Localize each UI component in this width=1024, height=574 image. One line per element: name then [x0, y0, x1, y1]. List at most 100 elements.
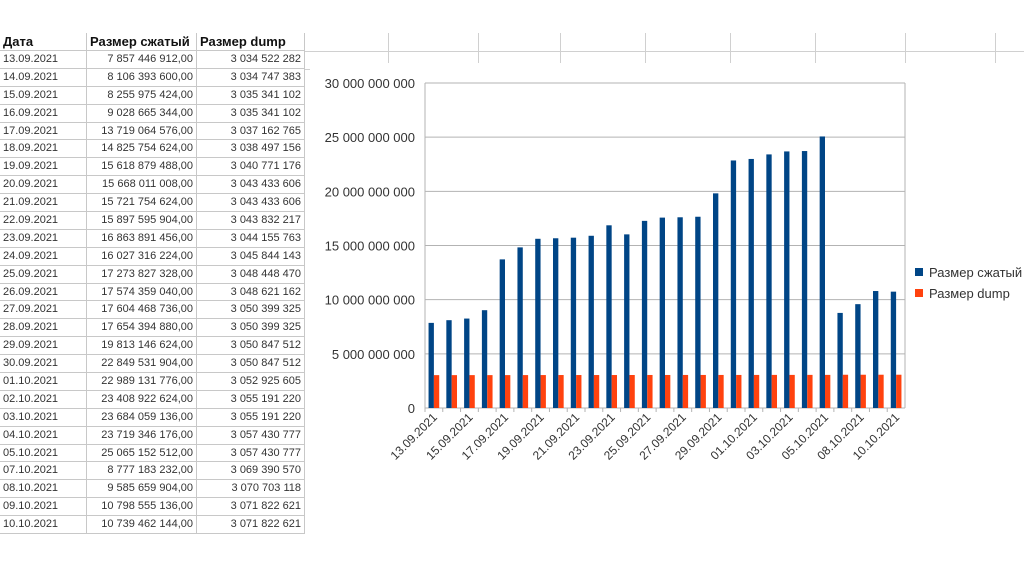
cell[interactable]: 17 604 468 736,00: [87, 301, 197, 319]
cell[interactable]: 3 052 925 605: [197, 373, 305, 390]
cell[interactable]: 3 035 341 102: [197, 104, 305, 122]
cell[interactable]: 23.09.2021: [0, 229, 87, 247]
cell[interactable]: 25 065 152 512,00: [87, 444, 197, 462]
cell[interactable]: 14 825 754 624,00: [87, 140, 197, 158]
cell[interactable]: 21.09.2021: [0, 194, 87, 212]
cell[interactable]: 3 050 847 512: [197, 355, 305, 373]
cell[interactable]: 15.09.2021: [0, 86, 87, 104]
cell[interactable]: 3 043 832 217: [197, 212, 305, 229]
bar-dump: [789, 374, 795, 408]
cell[interactable]: 05.10.2021: [0, 444, 87, 462]
cell[interactable]: 3 055 191 220: [197, 408, 305, 426]
bar-compressed: [499, 259, 505, 408]
cell[interactable]: 26.09.2021: [0, 283, 87, 301]
cell[interactable]: 3 055 191 220: [197, 390, 305, 408]
cell[interactable]: 01.10.2021: [0, 373, 87, 390]
cell[interactable]: 13.09.2021: [0, 51, 87, 68]
cell[interactable]: 3 071 822 621: [197, 516, 305, 534]
cell[interactable]: 3 034 747 383: [197, 68, 305, 86]
cell[interactable]: 22 849 531 904,00: [87, 355, 197, 373]
cell[interactable]: 30.09.2021: [0, 355, 87, 373]
y-tick-label: 30 000 000 000: [325, 76, 415, 91]
cell[interactable]: 28.09.2021: [0, 319, 87, 337]
cell[interactable]: 8 106 393 600,00: [87, 68, 197, 86]
bar-compressed: [624, 234, 630, 408]
bar-compressed: [606, 225, 612, 408]
cell[interactable]: 9 585 659 904,00: [87, 480, 197, 498]
cell[interactable]: 13 719 064 576,00: [87, 122, 197, 140]
cell[interactable]: 3 057 430 777: [197, 444, 305, 462]
cell[interactable]: 08.10.2021: [0, 480, 87, 498]
cell[interactable]: 3 057 430 777: [197, 426, 305, 444]
cell[interactable]: 15 897 595 904,00: [87, 212, 197, 229]
cell[interactable]: 3 071 822 621: [197, 498, 305, 516]
column-header[interactable]: Размер сжатый: [87, 33, 197, 50]
cell[interactable]: 04.10.2021: [0, 426, 87, 444]
cell[interactable]: 16 027 316 224,00: [87, 247, 197, 265]
cell[interactable]: 17.09.2021: [0, 122, 87, 140]
table-row: 09.10.2021 10 798 555 136,00 3 071 822 621: [0, 498, 305, 517]
legend-label: Размер dump: [929, 286, 1010, 301]
cell[interactable]: 8 777 183 232,00: [87, 462, 197, 480]
cell[interactable]: 18.09.2021: [0, 140, 87, 158]
cell[interactable]: 27.09.2021: [0, 301, 87, 319]
cell[interactable]: 23 408 922 624,00: [87, 390, 197, 408]
bar-chart[interactable]: 0 5 000 000 000 10 000 000 000 15 000 000 0…: [310, 66, 1024, 540]
cell[interactable]: 10 739 462 144,00: [87, 516, 197, 534]
cell[interactable]: 3 070 703 118: [197, 480, 305, 498]
grid-line: [560, 33, 561, 63]
cell[interactable]: 17 273 827 328,00: [87, 265, 197, 283]
cell[interactable]: 8 255 975 424,00: [87, 86, 197, 104]
cell[interactable]: 14.09.2021: [0, 68, 87, 86]
cell[interactable]: 22 989 131 776,00: [87, 373, 197, 390]
cell[interactable]: 3 035 341 102: [197, 86, 305, 104]
bar-dump: [665, 374, 671, 408]
cell[interactable]: 7 857 446 912,00: [87, 51, 197, 68]
cell[interactable]: 22.09.2021: [0, 212, 87, 229]
column-header[interactable]: Дата: [0, 33, 87, 50]
cell[interactable]: 19.09.2021: [0, 158, 87, 176]
cell[interactable]: 3 040 771 176: [197, 158, 305, 176]
cell[interactable]: 23 684 059 136,00: [87, 408, 197, 426]
cell[interactable]: 16.09.2021: [0, 104, 87, 122]
cell[interactable]: 3 044 155 763: [197, 229, 305, 247]
cell[interactable]: 3 050 399 325: [197, 301, 305, 319]
cell[interactable]: 07.10.2021: [0, 462, 87, 480]
cell[interactable]: 3 034 522 282: [197, 51, 305, 68]
cell[interactable]: 3 069 390 570: [197, 462, 305, 480]
cell[interactable]: 3 050 399 325: [197, 319, 305, 337]
cell[interactable]: 17 574 359 040,00: [87, 283, 197, 301]
cell[interactable]: 16 863 891 456,00: [87, 229, 197, 247]
grid-line: [645, 33, 646, 63]
cell[interactable]: 10 798 555 136,00: [87, 498, 197, 516]
cell[interactable]: 15 618 879 488,00: [87, 158, 197, 176]
cell[interactable]: 24.09.2021: [0, 247, 87, 265]
bar-compressed: [659, 217, 665, 408]
cell[interactable]: 3 043 433 606: [197, 176, 305, 194]
cell[interactable]: 3 048 448 470: [197, 265, 305, 283]
cell[interactable]: 20.09.2021: [0, 176, 87, 194]
cell[interactable]: 02.10.2021: [0, 390, 87, 408]
cell[interactable]: 19 813 146 624,00: [87, 337, 197, 355]
bar-dump: [451, 375, 457, 408]
cell[interactable]: 3 045 844 143: [197, 247, 305, 265]
bar-dump: [522, 375, 529, 408]
cell[interactable]: 3 038 497 156: [197, 140, 305, 158]
cell[interactable]: 03.10.2021: [0, 408, 87, 426]
cell[interactable]: 3 048 621 162: [197, 283, 305, 301]
cell[interactable]: 25.09.2021: [0, 265, 87, 283]
cell[interactable]: 3 037 162 765: [197, 122, 305, 140]
table-row: 25.09.2021 17 273 827 328,00 3 048 448 470: [0, 265, 305, 284]
cell[interactable]: 23 719 346 176,00: [87, 426, 197, 444]
cell[interactable]: 10.10.2021: [0, 516, 87, 534]
cell[interactable]: 09.10.2021: [0, 498, 87, 516]
cell[interactable]: 15 721 754 624,00: [87, 194, 197, 212]
cell[interactable]: 29.09.2021: [0, 337, 87, 355]
cell[interactable]: 9 028 665 344,00: [87, 104, 197, 122]
cell[interactable]: 15 668 011 008,00: [87, 176, 197, 194]
bar-dump: [878, 374, 884, 408]
cell[interactable]: 3 050 847 512: [197, 337, 305, 355]
cell[interactable]: 17 654 394 880,00: [87, 319, 197, 337]
column-header[interactable]: Размер dump: [197, 33, 305, 50]
cell[interactable]: 3 043 433 606: [197, 194, 305, 212]
